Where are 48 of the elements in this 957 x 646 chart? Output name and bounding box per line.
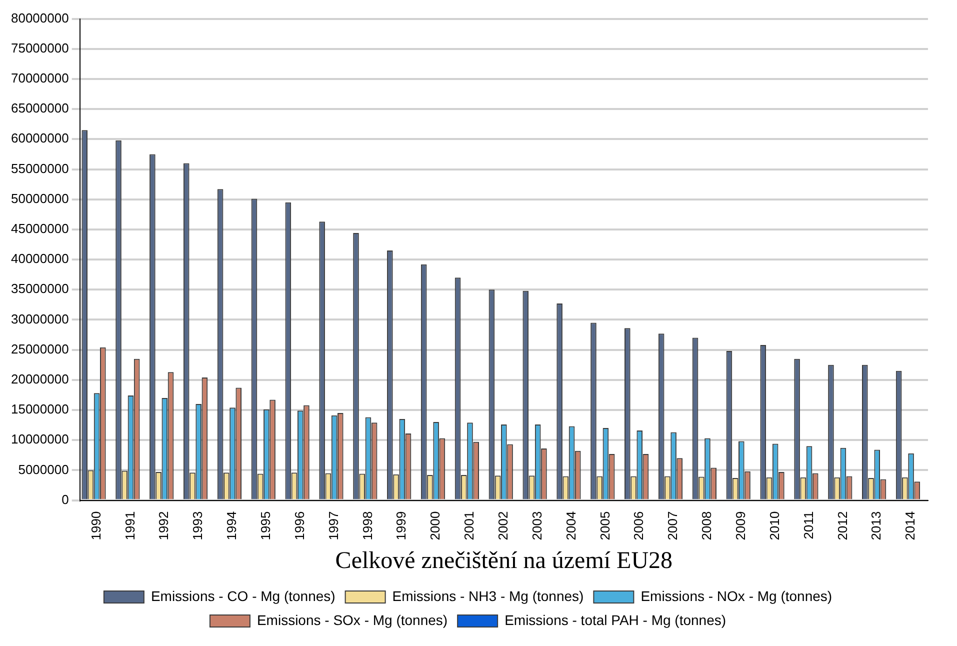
x-tick-label: 1992 xyxy=(156,511,172,540)
x-tick-label: 2001 xyxy=(462,511,477,540)
x-tick-label: 2009 xyxy=(732,511,748,540)
legend-label: Emissions - CO - Mg (tonnes) xyxy=(150,588,336,604)
legend-label: Emissions - NOx - Mg (tonnes) xyxy=(640,588,832,604)
y-tick-label: 65000000 xyxy=(10,100,69,116)
y-tick-label: 25000000 xyxy=(10,341,69,356)
y-tick-label: 55000000 xyxy=(10,160,69,176)
x-tick-label: 1991 xyxy=(122,511,138,540)
x-tick-label: 2000 xyxy=(428,511,443,540)
x-tick-label: 1998 xyxy=(360,511,375,540)
y-tick-label: 75000000 xyxy=(10,40,69,56)
x-axis-title: Celkové znečištění na území EU28 xyxy=(335,548,673,574)
x-tick-label: 1997 xyxy=(326,511,341,540)
x-tick-label: 1990 xyxy=(88,511,104,540)
y-tick-label: 15000000 xyxy=(10,402,69,417)
x-tick-label: 2010 xyxy=(766,511,782,540)
y-tick-label: 5000000 xyxy=(18,462,69,477)
x-tick-label: 2014 xyxy=(902,511,918,540)
x-tick-label: 2004 xyxy=(563,511,578,540)
y-tick-label: 30000000 xyxy=(10,311,69,326)
x-tick-label: 2007 xyxy=(665,511,680,540)
x-tick-label: 2002 xyxy=(496,511,510,540)
y-tick-label: 45000000 xyxy=(10,221,69,236)
y-tick-label: 40000000 xyxy=(10,251,69,266)
y-tick-label: 80000000 xyxy=(10,10,69,26)
x-tick-label: 2011 xyxy=(800,511,816,540)
x-tick-label: 2012 xyxy=(834,511,850,540)
legend-label: Emissions - total PAH - Mg (tonnes) xyxy=(504,612,726,628)
y-tick-label: 10000000 xyxy=(10,432,69,447)
y-tick-label: 50000000 xyxy=(10,190,69,206)
x-tick-label: 1999 xyxy=(394,511,409,540)
y-tick-label: 35000000 xyxy=(10,281,69,296)
legend-label: Emissions - NH3 - Mg (tonnes) xyxy=(392,588,584,604)
x-tick-label: 2013 xyxy=(868,511,884,540)
x-tick-label: 2003 xyxy=(529,511,544,540)
y-tick-label: 60000000 xyxy=(10,130,69,146)
x-tick-label: 1995 xyxy=(258,511,274,540)
legend-label: Emissions - SOx - Mg (tonnes) xyxy=(256,612,448,628)
x-tick-label: 1993 xyxy=(190,511,206,540)
x-tick-label: 2005 xyxy=(597,511,612,540)
y-tick-label: 20000000 xyxy=(10,371,69,386)
y-tick-label: 0 xyxy=(62,492,69,507)
x-tick-label: 2006 xyxy=(631,511,646,540)
x-tick-label: 1994 xyxy=(224,511,240,540)
y-tick-label: 70000000 xyxy=(10,70,69,86)
x-tick-label: 1996 xyxy=(292,511,307,540)
x-tick-label: 2008 xyxy=(699,511,714,540)
